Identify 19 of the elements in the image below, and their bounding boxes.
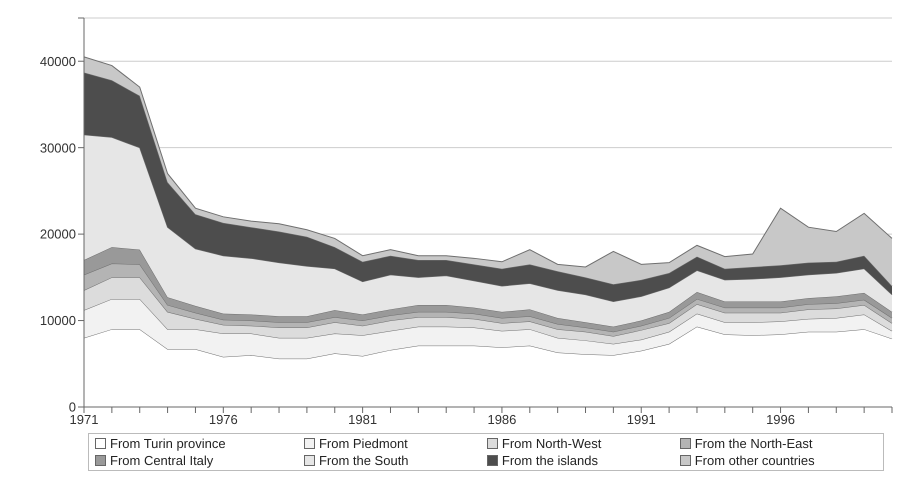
legend-label: From Turin province (110, 436, 226, 451)
x-tick-label: 1996 (766, 412, 796, 428)
y-tick-label: 30000 (40, 140, 76, 156)
legend-label: From the South (318, 453, 409, 468)
y-tick-label: 20000 (40, 226, 76, 242)
legend-label: From the islands (502, 453, 598, 468)
legend-label: From the North-East (694, 436, 812, 451)
legend-label: From other countries (694, 453, 815, 468)
x-tick-label: 1991 (626, 412, 656, 428)
legend-label: From Central Italy (110, 453, 214, 468)
y-tick-label: 0 (68, 400, 76, 415)
x-tick-label: 1971 (70, 412, 98, 428)
y-tick-label: 40000 (40, 54, 76, 69)
legend-label: From Piedmont (318, 436, 408, 451)
y-tick-label: 10000 (40, 313, 76, 328)
legend-label: From North-West (502, 436, 602, 451)
x-tick-label: 1981 (348, 412, 378, 428)
x-tick-label: 1976 (208, 412, 238, 428)
x-tick-label: 1986 (487, 412, 516, 428)
